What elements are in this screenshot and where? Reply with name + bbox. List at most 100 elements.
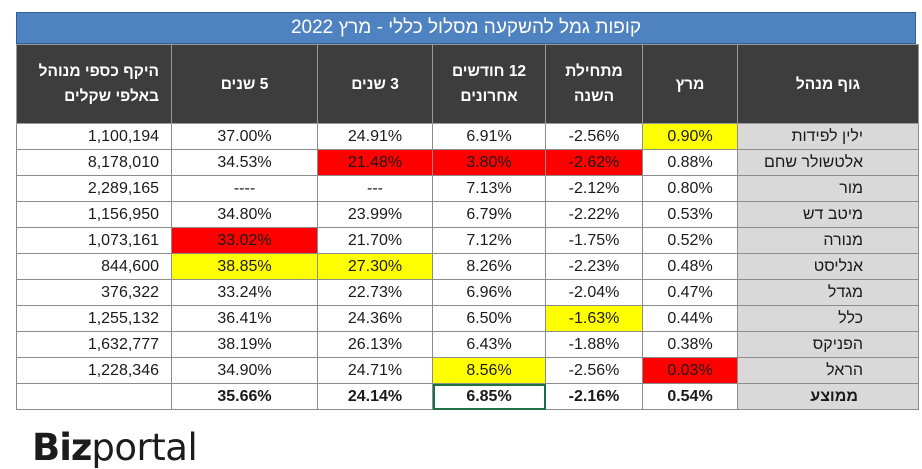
aum-cell[interactable]: 1,100,194 [16, 123, 172, 150]
march-cell[interactable]: 0.90% [642, 123, 738, 150]
y5-cell[interactable]: 33.02% [171, 227, 318, 254]
aum-cell[interactable]: 376,322 [16, 279, 172, 306]
manager-cell[interactable]: אנליסט [737, 253, 919, 280]
manager-cell[interactable]: כלל [737, 305, 919, 332]
y3-cell[interactable]: 27.30% [317, 253, 433, 280]
aum-cell[interactable]: 2,289,165 [16, 175, 172, 202]
ytd-cell[interactable]: -2.16% [545, 383, 643, 410]
table-row: 1,255,132 36.41% 24.36% 6.50% -1.63% 0.44% כלל [16, 305, 919, 332]
manager-cell[interactable]: ילין לפידות [737, 123, 919, 150]
m12-cell[interactable]: 6.91% [432, 123, 546, 150]
march-cell[interactable]: 0.54% [642, 383, 738, 410]
header-march: מרץ [642, 44, 738, 124]
average-row: 35.66% 24.14% 6.85% -2.16% 0.54% ממוצע [16, 383, 919, 410]
m12-cell[interactable]: 7.12% [432, 227, 546, 254]
y3-cell[interactable]: 21.70% [317, 227, 433, 254]
aum-cell[interactable] [16, 383, 172, 410]
logo-portal-text: portal [91, 426, 198, 469]
m12-cell[interactable]: 6.85% [432, 383, 546, 410]
ytd-cell[interactable]: -2.62% [545, 149, 643, 176]
y3-cell[interactable]: 26.13% [317, 331, 433, 358]
march-cell[interactable]: 0.48% [642, 253, 738, 280]
ytd-cell[interactable]: -2.12% [545, 175, 643, 202]
aum-cell[interactable]: 844,600 [16, 253, 172, 280]
ytd-cell[interactable]: -2.23% [545, 253, 643, 280]
returns-table: היקף כספי מנוהל באלפי שקלים 5 שנים 3 שני… [16, 44, 919, 410]
header-3-years: 3 שנים [317, 44, 433, 124]
m12-cell[interactable]: 3.80% [432, 149, 546, 176]
m12-cell[interactable]: 7.13% [432, 175, 546, 202]
manager-cell[interactable]: מור [737, 175, 919, 202]
manager-cell[interactable]: מיטב דש [737, 201, 919, 228]
aum-cell[interactable]: 1,255,132 [16, 305, 172, 332]
bizportal-logo: Biz portal [32, 423, 198, 469]
manager-cell[interactable]: מנורה [737, 227, 919, 254]
logo-biz-text: Biz [32, 426, 92, 469]
m12-cell[interactable]: 6.43% [432, 331, 546, 358]
m12-cell[interactable]: 6.96% [432, 279, 546, 306]
ytd-cell[interactable]: -2.56% [545, 123, 643, 150]
aum-cell[interactable]: 1,228,346 [16, 357, 172, 384]
manager-cell[interactable]: הראל [737, 357, 919, 384]
header-ytd: מתחילת השנה [545, 44, 643, 124]
y3-cell[interactable]: 24.91% [317, 123, 433, 150]
m12-cell[interactable]: 6.50% [432, 305, 546, 332]
y3-cell[interactable]: 24.14% [317, 383, 433, 410]
returns-table-container: קופות גמל להשקעה מסלול כללי - מרץ 2022 ה… [16, 12, 919, 410]
ytd-cell[interactable]: -1.75% [545, 227, 643, 254]
y3-cell[interactable]: 21.48% [317, 149, 433, 176]
y5-cell[interactable]: 36.41% [171, 305, 318, 332]
y5-cell[interactable]: 34.90% [171, 357, 318, 384]
m12-cell[interactable]: 8.56% [432, 357, 546, 384]
y3-cell[interactable]: 24.71% [317, 357, 433, 384]
y3-cell[interactable]: 24.36% [317, 305, 433, 332]
ytd-cell[interactable]: -2.56% [545, 357, 643, 384]
y3-cell[interactable]: 23.99% [317, 201, 433, 228]
y5-cell[interactable]: 38.85% [171, 253, 318, 280]
y5-cell[interactable]: 38.19% [171, 331, 318, 358]
header-aum: היקף כספי מנוהל באלפי שקלים [16, 44, 172, 124]
aum-cell[interactable]: 1,156,950 [16, 201, 172, 228]
table-row: 1,156,950 34.80% 23.99% 6.79% -2.22% 0.53% מיט… [16, 201, 919, 228]
y5-cell[interactable]: 35.66% [171, 383, 318, 410]
march-cell[interactable]: 0.88% [642, 149, 738, 176]
manager-cell[interactable]: ממוצע [737, 383, 919, 410]
y5-cell[interactable]: 37.00% [171, 123, 318, 150]
ytd-cell[interactable]: -2.22% [545, 201, 643, 228]
m12-cell[interactable]: 8.26% [432, 253, 546, 280]
table-row: 376,322 33.24% 22.73% 6.96% -2.04% 0.47% מגדל [16, 279, 919, 306]
y3-cell[interactable]: --- [317, 175, 433, 202]
ytd-cell[interactable]: -2.04% [545, 279, 643, 306]
table-row: 1,100,194 37.00% 24.91% 6.91% -2.56% 0.90% ילי… [16, 123, 919, 150]
y5-cell[interactable]: 34.80% [171, 201, 318, 228]
aum-cell[interactable]: 8,178,010 [16, 149, 172, 176]
y3-cell[interactable]: 22.73% [317, 279, 433, 306]
y5-cell[interactable]: ---- [171, 175, 318, 202]
table-row: 1,632,777 38.19% 26.13% 6.43% -1.88% 0.38% הפנ… [16, 331, 919, 358]
m12-cell[interactable]: 6.79% [432, 201, 546, 228]
header-12-months: 12 חודשים אחרונים [432, 44, 546, 124]
y5-cell[interactable]: 34.53% [171, 149, 318, 176]
march-cell[interactable]: 0.80% [642, 175, 738, 202]
table-row: 8,178,010 34.53% 21.48% 3.80% -2.62% 0.88% אלט… [16, 149, 919, 176]
march-cell[interactable]: 0.47% [642, 279, 738, 306]
ytd-cell[interactable]: -1.88% [545, 331, 643, 358]
march-cell[interactable]: 0.38% [642, 331, 738, 358]
march-cell[interactable]: 0.52% [642, 227, 738, 254]
table-row: 844,600 38.85% 27.30% 8.26% -2.23% 0.48% אנליס… [16, 253, 919, 280]
table-row: 1,228,346 34.90% 24.71% 8.56% -2.56% 0.03% הרא… [16, 357, 919, 384]
aum-cell[interactable]: 1,632,777 [16, 331, 172, 358]
manager-cell[interactable]: מגדל [737, 279, 919, 306]
manager-cell[interactable]: אלטשולר שחם [737, 149, 919, 176]
aum-cell[interactable]: 1,073,161 [16, 227, 172, 254]
manager-cell[interactable]: הפניקס [737, 331, 919, 358]
march-cell[interactable]: 0.44% [642, 305, 738, 332]
header-5-years: 5 שנים [171, 44, 318, 124]
march-cell[interactable]: 0.53% [642, 201, 738, 228]
table-title: קופות גמל להשקעה מסלול כללי - מרץ 2022 [16, 12, 916, 44]
table-row: 1,073,161 33.02% 21.70% 7.12% -1.75% 0.52% מנו… [16, 227, 919, 254]
table-body: 1,100,194 37.00% 24.91% 6.91% -2.56% 0.90% ילי… [16, 123, 919, 410]
y5-cell[interactable]: 33.24% [171, 279, 318, 306]
march-cell[interactable]: 0.03% [642, 357, 738, 384]
ytd-cell[interactable]: -1.63% [545, 305, 643, 332]
